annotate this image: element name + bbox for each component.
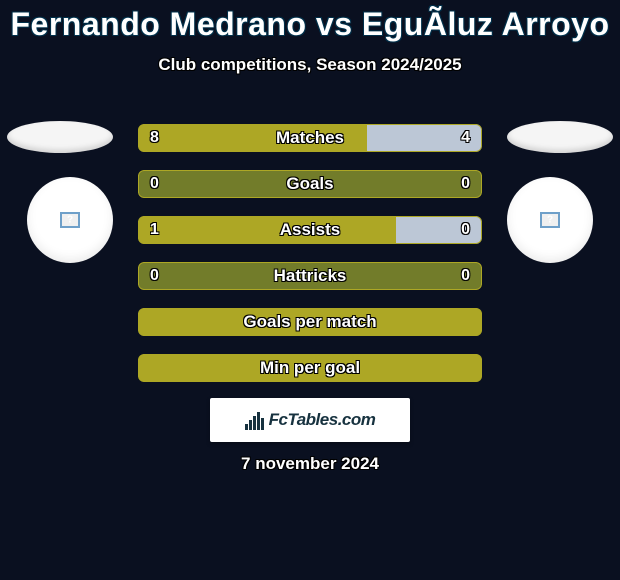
stat-row: Assists1 0: [138, 216, 482, 244]
stat-right-value: 0: [461, 216, 470, 244]
subtitle: Club competitions, Season 2024/2025: [0, 55, 620, 75]
source-logo: FcTables.com: [210, 398, 410, 442]
player-right-avatar: [507, 177, 593, 263]
stat-label: Goals: [138, 170, 482, 198]
stat-label: Assists: [138, 216, 482, 244]
stat-label: Hattricks: [138, 262, 482, 290]
stat-left-value: 0: [150, 170, 159, 198]
stat-row: Hattricks0 0: [138, 262, 482, 290]
stat-right-value: 4: [461, 124, 470, 152]
player-left-avatar: [27, 177, 113, 263]
player-left-team-logo-placeholder: [7, 121, 113, 153]
stat-row: Goals0 0: [138, 170, 482, 198]
stat-left-value: 8: [150, 124, 159, 152]
stat-row: Min per goal: [138, 354, 482, 382]
source-logo-text: FcTables.com: [269, 410, 376, 430]
stats-container: Matches84Goals00Assists10Hattricks00Goal…: [138, 124, 482, 400]
footer-date: 7 november 2024: [0, 454, 620, 474]
stat-label: Min per goal: [138, 354, 482, 382]
stat-row: Matches8 4: [138, 124, 482, 152]
stat-label: Matches: [138, 124, 482, 152]
page-title: Fernando Medrano vs EguÃ­luz Arroyo: [0, 0, 620, 43]
player-right-team-logo-placeholder: [507, 121, 613, 153]
stat-left-value: 1: [150, 216, 159, 244]
stat-row: Goals per match: [138, 308, 482, 336]
bars-icon: [245, 410, 265, 430]
stat-label: Goals per match: [138, 308, 482, 336]
stat-right-value: 0: [461, 262, 470, 290]
placeholder-badge-icon: [60, 212, 80, 228]
stat-left-value: 0: [150, 262, 159, 290]
stat-right-value: 0: [461, 170, 470, 198]
placeholder-badge-icon: [540, 212, 560, 228]
